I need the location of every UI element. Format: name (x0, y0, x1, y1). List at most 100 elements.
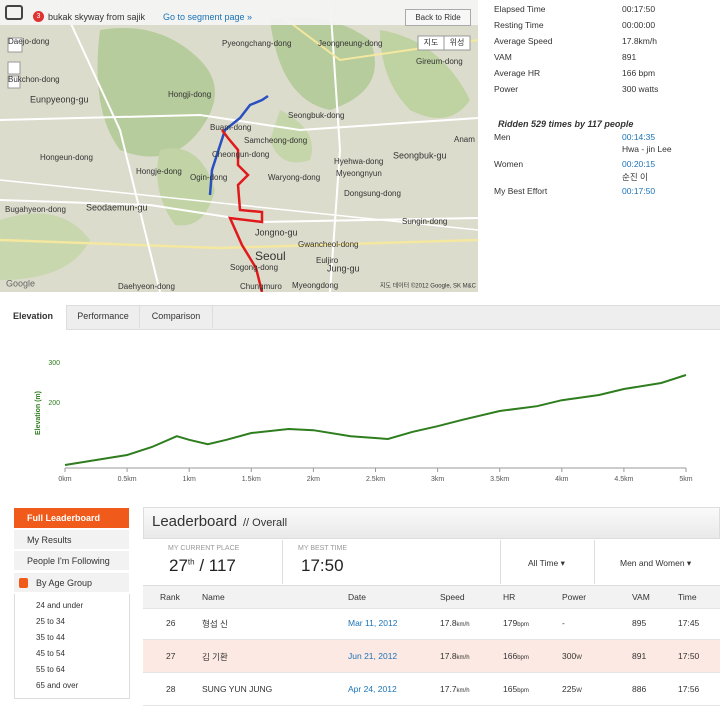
x-tick-label: 4km (555, 476, 568, 483)
rank: 27 (166, 651, 176, 661)
map-label: Daejo-dong (8, 37, 49, 46)
y-axis-label: Elevation (m) (35, 391, 42, 435)
column-header: Power (562, 592, 587, 602)
heart-rate: 179bpm (503, 618, 529, 628)
x-tick-label: 0km (58, 476, 71, 483)
athlete-name: 형섭 신 (202, 619, 228, 629)
place: 27th / 117 (169, 556, 236, 576)
table-row: 26 형섭 신 Mar 11, 2012 17.8km/h 179bpm - 895 17:4… (143, 607, 720, 640)
tab[interactable]: Elevation (0, 305, 67, 330)
map-label: Ogin-dong (190, 173, 227, 182)
stat-value: 166 bpm (622, 68, 656, 78)
menu-item[interactable]: People I'm Following (14, 551, 129, 571)
stat-label: Power (494, 84, 519, 94)
x-tick-label: 4.5km (614, 476, 633, 483)
elevation-chart: 0km 0.5km 1km 1.5km 2km 2.5km 3km 3.5km 4km 4.5km… (35, 360, 693, 483)
time: 17:50 (678, 651, 700, 661)
time: 17:56 (678, 684, 700, 694)
vam: 891 (632, 651, 647, 661)
place-label: MY CURRENT PLACE (168, 545, 240, 552)
filter-time[interactable]: All Time ▾ (528, 558, 565, 568)
column-header: VAM (632, 592, 650, 602)
elevation-line (64, 374, 687, 466)
rank: 28 (166, 684, 176, 694)
record-label: My Best Effort (494, 186, 548, 196)
record-time[interactable]: 00:17:50 (622, 186, 656, 196)
x-tick-label: 5km (679, 476, 692, 483)
tab[interactable]: Comparison (140, 305, 213, 328)
record-label: Women (494, 159, 524, 169)
ridden-count: Ridden 529 times by 117 people (498, 119, 634, 129)
y-tick-label: 200 (48, 400, 60, 407)
filter-gender[interactable]: Men and Women ▾ (620, 558, 692, 568)
place-number: 27 (169, 556, 188, 575)
date[interactable]: Mar 11, 2012 (348, 618, 398, 628)
vam: 895 (632, 618, 647, 628)
age-group[interactable]: 25 to 34 (36, 617, 65, 626)
stat-label: VAM (494, 52, 512, 62)
age-list (14, 594, 130, 699)
map-label: Myeongdong (292, 281, 338, 290)
power: - (562, 618, 565, 628)
map-label: Dongsung-dong (344, 189, 401, 198)
date[interactable]: Apr 24, 2012 (348, 684, 397, 694)
stat-label: Average HR (494, 68, 541, 78)
map-label: Bukchon-dong (8, 75, 60, 84)
segment-link[interactable]: Go to segment page » (163, 12, 253, 22)
rank: 26 (166, 618, 176, 628)
map-logo: Google (6, 278, 35, 288)
map-label: Seodaemun-gu (86, 202, 148, 212)
stat-label: Resting Time (494, 20, 544, 30)
speed-unit: km/h (456, 688, 470, 694)
stat-value: 00:17:50 (622, 4, 656, 14)
column-header: Name (202, 592, 225, 602)
map-label: Hongji-dong (168, 90, 211, 99)
map-type-button[interactable]: 지도 (424, 38, 439, 47)
tab-bar (0, 305, 720, 330)
tab[interactable]: Performance (67, 305, 140, 328)
leaderboard-subtitle: // Overall (243, 517, 288, 529)
x-tick-label: 0.5km (118, 476, 137, 483)
column-header: HR (503, 592, 516, 602)
map-label: Anam (454, 135, 475, 144)
map-label: Cheongun-dong (212, 150, 269, 159)
heart-rate-unit: bpm (517, 688, 529, 694)
map-label: Hyehwa-dong (334, 157, 383, 166)
record-label: Men (494, 132, 511, 142)
best-time: 17:50 (301, 556, 344, 575)
column-header: Time (678, 592, 697, 602)
stat-value: 300 watts (622, 84, 659, 94)
stat-value: 17.8km/h (622, 36, 657, 46)
column-header: Date (348, 592, 366, 602)
athlete-name: 김 기환 (202, 652, 228, 662)
map-label: Jeongneung-dong (318, 39, 383, 48)
stat-label: Average Speed (494, 36, 553, 46)
date[interactable]: Jun 21, 2012 (348, 651, 398, 661)
heart-rate-unit: bpm (517, 622, 529, 628)
map-label: Jongno-gu (255, 227, 298, 237)
menu-item[interactable]: Full Leaderboard (14, 508, 129, 529)
menu-item[interactable]: By Age Group (14, 573, 129, 593)
x-tick-label: 1km (183, 476, 196, 483)
column-header: Speed (440, 592, 465, 602)
vam: 886 (632, 684, 647, 694)
map-label: Bugahyeon-dong (5, 205, 66, 214)
column-header: Rank (160, 592, 180, 602)
stat-value: 00:00:00 (622, 20, 656, 30)
age-group[interactable]: 45 to 54 (36, 649, 65, 658)
map-label: Sogong-dong (230, 263, 278, 272)
badge: 3 (33, 11, 44, 22)
age-group[interactable]: 55 to 64 (36, 665, 65, 674)
divider (500, 540, 501, 584)
age-group[interactable]: 24 and under (36, 601, 84, 610)
age-group[interactable]: 65 and over (36, 681, 79, 690)
record-time[interactable]: 00:20:15 (622, 159, 656, 169)
age-group[interactable]: 35 to 44 (36, 633, 65, 642)
menu-item[interactable]: My Results (14, 530, 129, 550)
map-label: Euljiro (316, 256, 339, 265)
stat-value: 891 (622, 52, 637, 62)
record-time[interactable]: 00:14:35 (622, 132, 656, 142)
map[interactable]: Daejo-dong Pyeongchang-dong Jeongneung-don… (0, 0, 478, 292)
back-button[interactable]: Back to Ride (405, 9, 471, 26)
map-label: Jung-gu (327, 263, 360, 273)
